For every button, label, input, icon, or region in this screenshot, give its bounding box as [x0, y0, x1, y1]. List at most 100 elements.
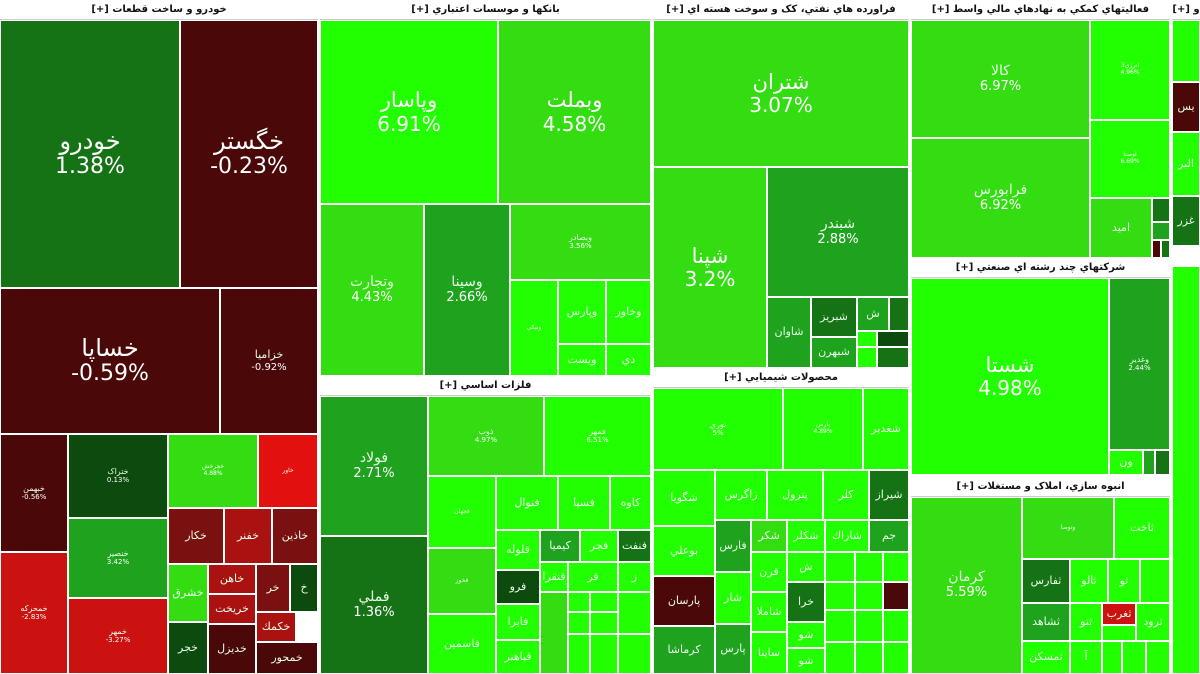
stock-tile-khnasir[interactable]: خنصیر 3.42%	[68, 518, 168, 598]
stock-tile-fnaft[interactable]: فنفت	[618, 530, 651, 562]
stock-tile-small[interactable]	[855, 552, 883, 582]
sector-header-real-estate[interactable]: انبوه سازي، املاک و مستغلات [+]	[911, 477, 1170, 497]
stock-tile-small[interactable]	[825, 552, 855, 582]
stock-tile-fajr[interactable]: فجر	[580, 530, 618, 562]
stock-tile-small[interactable]	[1172, 266, 1200, 674]
stock-tile-small[interactable]	[825, 582, 855, 610]
sector-header-financial-services[interactable]: فعاليتهاي کمکي به نهادهاي مالي واسط [+]	[911, 0, 1170, 20]
sector-header-oil-products[interactable]: فراورده هاي نفتي، کک و سوخت هسته اي [+]	[653, 0, 909, 20]
stock-tile-khjar[interactable]: خجر	[168, 622, 208, 674]
stock-tile-shamla[interactable]: شاملا	[751, 592, 787, 632]
stock-tile-zagros[interactable]: زاگرس	[715, 470, 767, 520]
stock-tile-fmehr[interactable]: فمهر 6.51%	[544, 396, 651, 476]
stock-tile-zob[interactable]: ذوب 4.97%	[428, 396, 544, 476]
stock-tile-booali[interactable]: بوعلي	[653, 526, 715, 576]
stock-tile-khtrak[interactable]: ختراک 0.13%	[68, 434, 168, 518]
stock-tile-khkar[interactable]: خكار	[168, 508, 224, 564]
stock-tile-small[interactable]	[883, 610, 909, 642]
stock-tile-shetran[interactable]: شتران 3.07%	[653, 20, 909, 167]
stock-tile-fabra[interactable]: فابرا	[496, 604, 540, 640]
stock-tile-khcharkhesh[interactable]: خچرخش 4.88%	[168, 434, 258, 508]
stock-tile-osta[interactable]: اوصتا 6.69%	[1090, 120, 1170, 198]
stock-tile-z[interactable]: ز	[618, 562, 651, 592]
stock-tile-fameli[interactable]: فملي 1.36%	[320, 536, 428, 674]
stock-tile-vsina[interactable]: وسينا 2.66%	[424, 204, 510, 376]
stock-tile-small[interactable]	[590, 612, 618, 634]
stock-tile-shasta[interactable]: شستا 4.98%	[911, 278, 1109, 475]
stock-tile-fbahonar[interactable]: فباهنر	[496, 640, 540, 674]
stock-tile-khara[interactable]: خرا	[787, 582, 825, 622]
stock-tile-small[interactable]	[568, 634, 590, 674]
stock-tile-shebandar[interactable]: شبندر 2.88%	[767, 167, 909, 297]
stock-tile-yas[interactable]: يس	[1172, 82, 1200, 132]
sector-header-auto[interactable]: خودرو و ساخت قطعات [+]	[0, 0, 318, 20]
stock-tile-sfars[interactable]: ثفارس	[1022, 559, 1070, 603]
stock-tile-vyest[interactable]: ويست	[558, 344, 606, 376]
stock-tile-noori[interactable]: نوري 5%	[653, 388, 783, 470]
stock-tile-khbahman[interactable]: خبهمن -0.56%	[0, 434, 68, 552]
stock-tile-khsapa[interactable]: خساپا -0.59%	[0, 288, 220, 434]
stock-tile-khmoharekeh[interactable]: خمحرکه -2.83%	[0, 552, 68, 674]
sector-header-basic-metals[interactable]: فلزات اساسي [+]	[320, 376, 651, 396]
stock-tile-shkolor[interactable]: شكلر	[787, 520, 825, 552]
stock-tile-small[interactable]	[1146, 641, 1170, 674]
stock-tile-sno[interactable]: ثنو	[1070, 603, 1102, 641]
stock-tile-vghadir[interactable]: وغدير 2.44%	[1109, 278, 1170, 450]
stock-tile-small[interactable]	[1161, 240, 1170, 258]
stock-tile-shebriz[interactable]: شبريز	[811, 297, 857, 337]
stock-tile-sgharb[interactable]: ثغرب	[1102, 603, 1136, 625]
stock-tile-small[interactable]	[883, 552, 909, 582]
stock-tile-srood[interactable]: ثرود	[1136, 603, 1170, 641]
stock-tile-small[interactable]	[1122, 641, 1146, 674]
stock-tile-vbmellat[interactable]: وبملت 4.58%	[498, 20, 651, 204]
stock-tile-vpars[interactable]: وپارس	[558, 280, 606, 344]
stock-tile-gharn[interactable]: قرن	[751, 552, 787, 592]
stock-tile-fsepa[interactable]: فسپا	[558, 476, 610, 530]
stock-tile-kolor[interactable]: كلر	[823, 470, 869, 520]
stock-tile-small[interactable]	[568, 592, 590, 612]
stock-tile-khfanar[interactable]: خفنر	[224, 508, 272, 564]
stock-tile-vbsader[interactable]: وبصادر 3.56%	[510, 204, 651, 280]
stock-tile-small[interactable]	[568, 612, 590, 634]
stock-tile-shghadir[interactable]: شغدير	[863, 388, 909, 470]
stock-tile-salu[interactable]: ثالو	[1070, 559, 1108, 603]
stock-tile-khazamia[interactable]: خزاميا -0.92%	[220, 288, 318, 434]
stock-tile-foolad[interactable]: فولاد 2.71%	[320, 396, 428, 536]
stock-tile-kaveh[interactable]: كاوه	[610, 476, 651, 530]
stock-tile-farabourse[interactable]: فرابورس 6.92%	[911, 138, 1090, 258]
stock-tile-alborz[interactable]: البر	[1172, 132, 1200, 196]
stock-tile-foroo[interactable]: فرو	[496, 570, 540, 604]
stock-tile-vtoosa[interactable]: وتوصا	[1022, 497, 1114, 559]
stock-tile-kimia[interactable]: كيميا	[540, 530, 580, 562]
stock-tile-small[interactable]	[1140, 559, 1170, 603]
stock-tile-saina[interactable]: ساينا	[751, 632, 787, 674]
stock-tile-jam[interactable]: جم	[869, 520, 909, 552]
stock-tile-small[interactable]	[855, 610, 883, 642]
sector-header-banks[interactable]: بانکها و موسسات اعتباري [+]	[320, 0, 651, 20]
stock-tile-small[interactable]	[1102, 625, 1136, 641]
stock-tile-shebehran[interactable]: شبهرن	[811, 337, 857, 368]
sector-header-industrial-holdings[interactable]: شرکتهاي چند رشته اي صنعتي [+]	[911, 258, 1170, 278]
stock-tile-khdizel[interactable]: خديزل	[208, 624, 256, 674]
sector-header-chemicals[interactable]: محصولات شيميايي [+]	[653, 368, 909, 388]
stock-tile-khrikht[interactable]: خريخت	[208, 594, 256, 624]
stock-tile-vnikki[interactable]: ونيكي	[510, 280, 558, 376]
stock-tile-parsan[interactable]: پارسان	[653, 576, 715, 626]
stock-tile-sh-2[interactable]: ش	[787, 552, 825, 582]
stock-tile-vkhavar[interactable]: وخاور	[606, 280, 651, 344]
stock-tile-small[interactable]	[889, 297, 909, 331]
stock-tile-omid[interactable]: اميد	[1090, 198, 1152, 258]
stock-tile-small[interactable]	[825, 642, 855, 674]
stock-tile-khkomak[interactable]: خكمك	[256, 612, 296, 642]
stock-tile-fr[interactable]: فر	[568, 562, 618, 592]
stock-tile-small[interactable]	[825, 610, 855, 642]
stock-tile-ghazar[interactable]: غزر	[1172, 196, 1200, 246]
stock-tile-khazin[interactable]: خاذين	[272, 508, 318, 564]
stock-tile-fkhooz[interactable]: فخوز	[428, 548, 496, 614]
stock-tile-kala[interactable]: كالا 6.97%	[911, 20, 1090, 138]
stock-tile-small[interactable]	[877, 331, 909, 347]
stock-tile-small[interactable]	[540, 592, 568, 674]
stock-tile-pars-chem[interactable]: پارس 4.89%	[783, 388, 863, 470]
stock-tile-shavan[interactable]: شاوان	[767, 297, 811, 368]
stock-tile-small[interactable]	[590, 592, 618, 612]
